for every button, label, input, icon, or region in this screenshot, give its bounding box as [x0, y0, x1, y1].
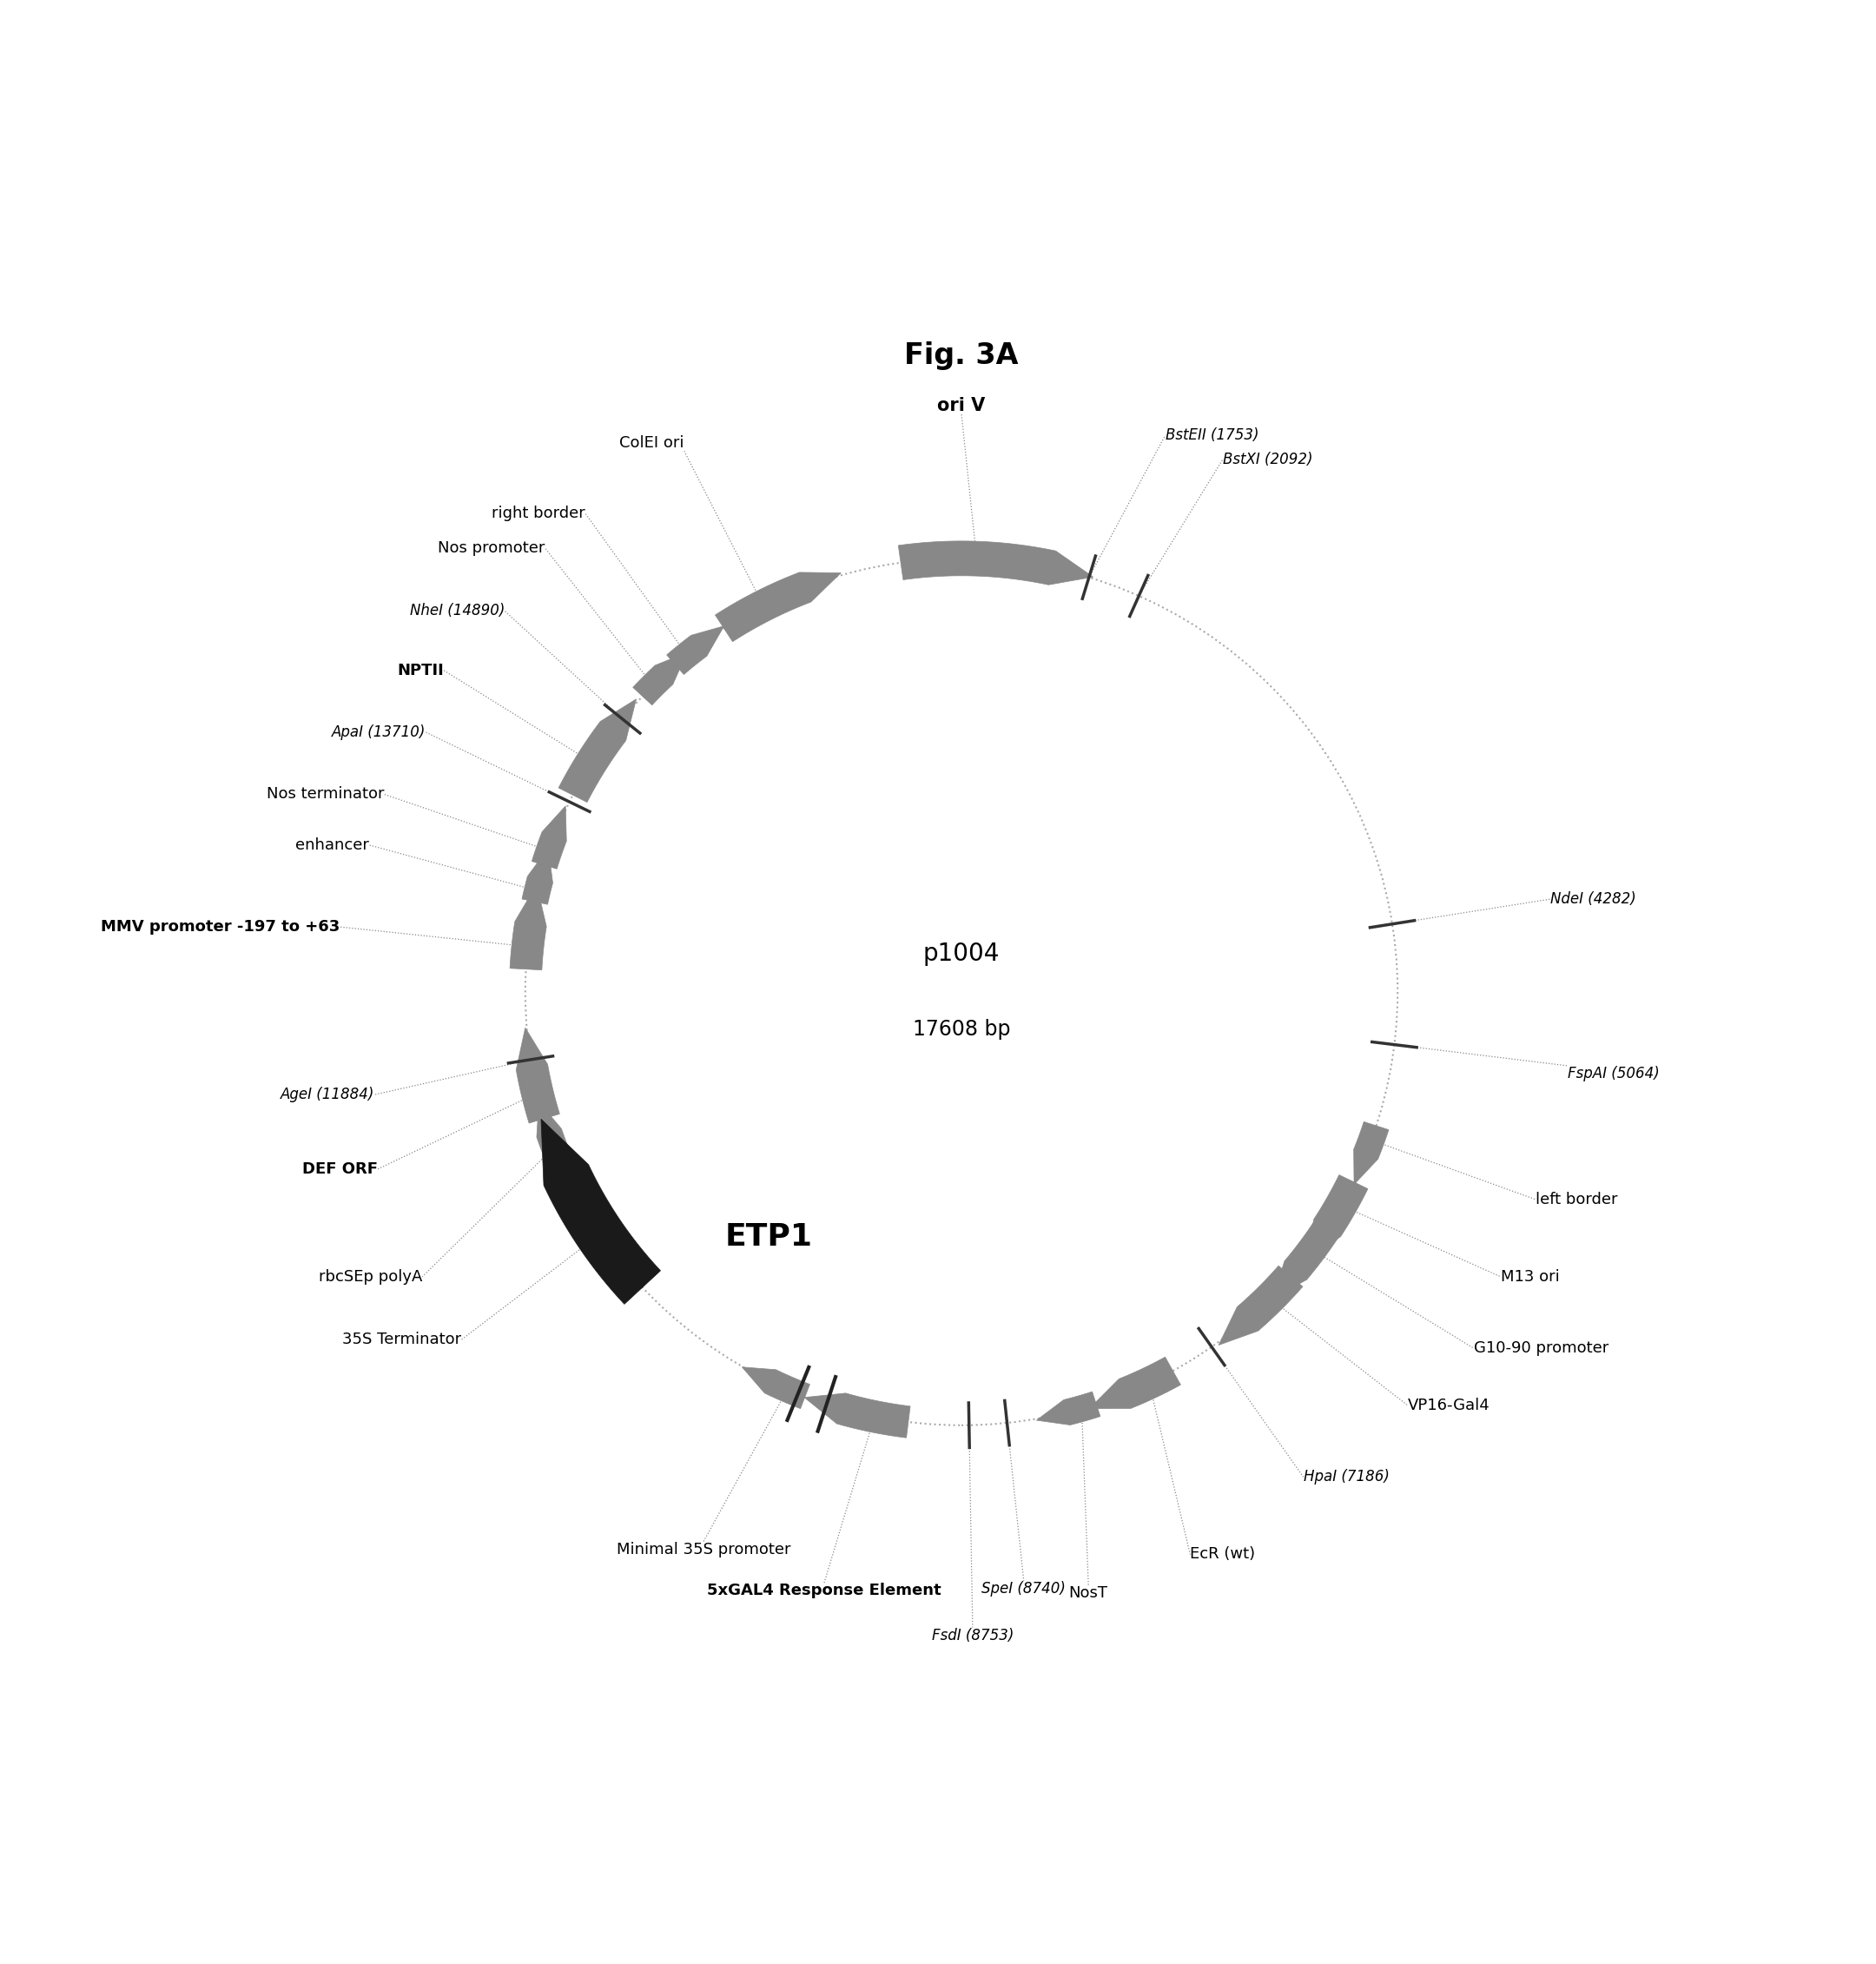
Text: MMV promoter -197 to +63: MMV promoter -197 to +63	[101, 919, 340, 935]
Polygon shape	[1354, 1121, 1388, 1184]
Text: left border: left border	[1535, 1192, 1617, 1208]
Text: NosT: NosT	[1069, 1585, 1109, 1601]
Polygon shape	[1274, 1220, 1339, 1298]
Text: VP16-Gal4: VP16-Gal4	[1409, 1398, 1490, 1414]
Text: SpeI (8740): SpeI (8740)	[981, 1581, 1066, 1597]
Text: FsdI (8753): FsdI (8753)	[932, 1628, 1013, 1644]
Text: NdeI (4282): NdeI (4282)	[1550, 892, 1636, 907]
Text: NheI (14890): NheI (14890)	[409, 603, 505, 619]
Text: right border: right border	[492, 507, 585, 522]
Text: NPTII: NPTII	[398, 662, 443, 678]
Polygon shape	[531, 805, 567, 868]
Text: Nos promoter: Nos promoter	[437, 540, 546, 556]
Polygon shape	[666, 627, 724, 674]
Text: M13 ori: M13 ori	[1501, 1269, 1559, 1284]
Text: HpaI (7186): HpaI (7186)	[1304, 1469, 1390, 1485]
Polygon shape	[805, 1392, 910, 1438]
Text: EcR (wt): EcR (wt)	[1189, 1546, 1255, 1561]
Text: Fig. 3A: Fig. 3A	[904, 342, 1019, 369]
Text: G10-90 promoter: G10-90 promoter	[1473, 1339, 1608, 1355]
Text: FspAI (5064): FspAI (5064)	[1568, 1066, 1660, 1082]
Polygon shape	[715, 572, 840, 642]
Text: 5xGAL4 Response Element: 5xGAL4 Response Element	[707, 1583, 942, 1599]
Polygon shape	[1037, 1392, 1101, 1426]
Text: 17608 bp: 17608 bp	[912, 1019, 1011, 1041]
Text: p1004: p1004	[923, 943, 1000, 966]
Polygon shape	[540, 1119, 660, 1304]
Text: DEF ORF: DEF ORF	[302, 1161, 377, 1176]
Text: BstEII (1753): BstEII (1753)	[1165, 428, 1259, 444]
Text: enhancer: enhancer	[295, 837, 370, 852]
Polygon shape	[743, 1367, 810, 1408]
Text: ETP1: ETP1	[726, 1222, 812, 1251]
Polygon shape	[1090, 1357, 1180, 1408]
Polygon shape	[899, 540, 1094, 585]
Polygon shape	[516, 1027, 559, 1123]
Polygon shape	[559, 699, 636, 801]
Polygon shape	[632, 652, 687, 705]
Text: BstXI (2092): BstXI (2092)	[1223, 452, 1313, 467]
Polygon shape	[1306, 1174, 1368, 1261]
Text: ori V: ori V	[938, 397, 985, 414]
Polygon shape	[537, 1102, 572, 1167]
Text: Minimal 35S promoter: Minimal 35S promoter	[617, 1542, 790, 1557]
Text: Nos terminator: Nos terminator	[266, 786, 385, 801]
Text: ColEI ori: ColEI ori	[619, 436, 685, 452]
Polygon shape	[522, 848, 553, 903]
Text: ApaI (13710): ApaI (13710)	[332, 725, 426, 740]
Polygon shape	[510, 884, 546, 970]
Text: 35S Terminator: 35S Terminator	[341, 1332, 461, 1347]
Text: rbcSEp polyA: rbcSEp polyA	[319, 1269, 422, 1284]
Polygon shape	[1219, 1265, 1302, 1345]
Text: AgeI (11884): AgeI (11884)	[280, 1086, 375, 1102]
